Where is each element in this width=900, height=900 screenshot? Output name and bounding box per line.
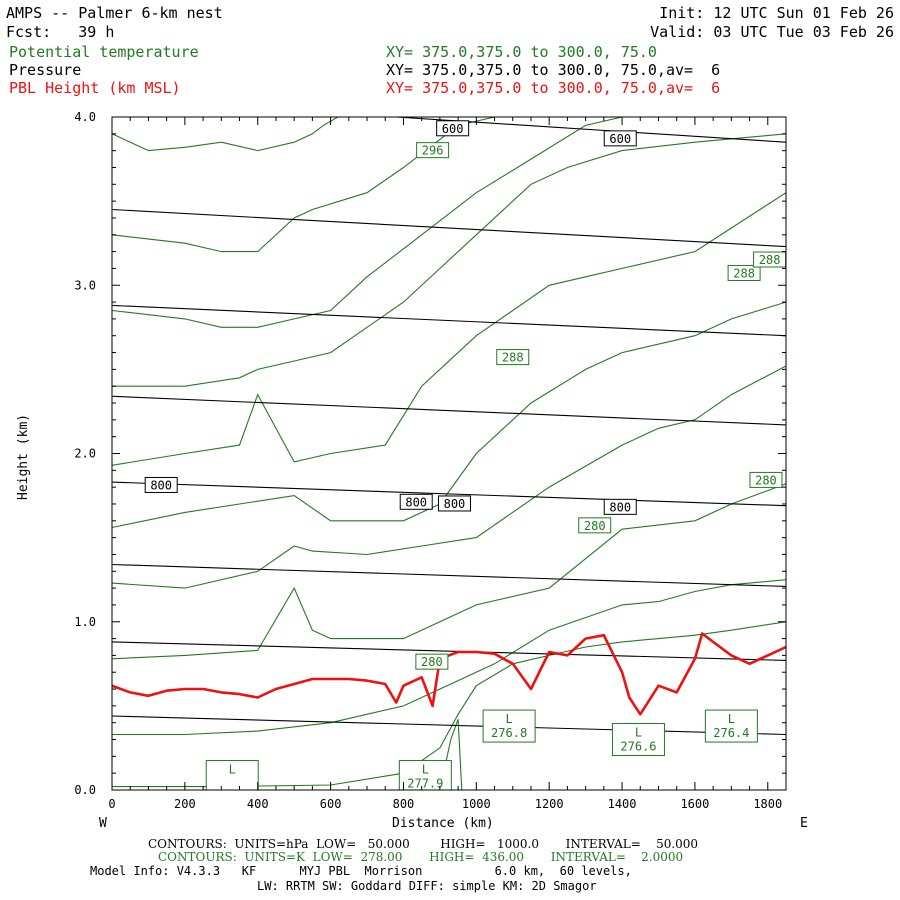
y-tick-label: 1.0 — [74, 615, 96, 629]
x-tick-label: 1800 — [753, 797, 782, 811]
pressure-label-800-box — [437, 495, 471, 512]
x-tick-label: 1000 — [462, 797, 491, 811]
low-marker-box — [205, 760, 259, 790]
model-physics-info: LW: RRTM SW: Goddard DIFF: simple KM: 2D… — [257, 879, 597, 893]
theta-label-296: 296 — [422, 144, 444, 158]
x-tick-label: 200 — [174, 797, 196, 811]
low-marker-box — [482, 709, 536, 743]
isobar-950 — [112, 715, 786, 736]
isentrope-284 — [112, 301, 786, 529]
x-tick-label: 800 — [393, 797, 415, 811]
x-tick-label: 600 — [320, 797, 342, 811]
theta-label-280-box — [749, 471, 783, 488]
y-axis-title: Height (km) — [16, 413, 31, 500]
isobar-800 — [112, 481, 786, 507]
pressure-label-600: 600 — [609, 132, 631, 146]
plot-frame — [111, 116, 787, 791]
x-tick-label: 0 — [108, 797, 115, 811]
field-pbl-height: PBL Height (km MSL) — [9, 79, 181, 97]
pressure-label-800-box — [603, 498, 637, 515]
valid-time: Valid: 03 UTC Tue 03 Feb 26 — [650, 23, 894, 41]
isentrope-282 — [112, 365, 786, 589]
theta-label-280: 280 — [421, 655, 443, 669]
theta-label-288: 288 — [759, 253, 781, 267]
pressure-label-800: 800 — [150, 478, 172, 492]
chart-title: AMPS -- Palmer 6-km nest — [6, 4, 223, 22]
forecast-hour: Fcst: 39 h — [6, 23, 115, 41]
x-axis-west-label: W — [99, 816, 107, 831]
pressure-label-600-box — [603, 130, 637, 147]
isentrope-280c — [112, 483, 786, 660]
pressure-label-600: 600 — [442, 122, 464, 136]
isentrope-280b — [112, 579, 786, 736]
theta-label-280: 280 — [584, 519, 606, 533]
theta-label-288: 288 — [502, 351, 524, 365]
theta-label-280-box — [415, 653, 449, 670]
low-marker-letter: L — [229, 763, 236, 777]
pressure-label-600-box — [436, 120, 470, 137]
x-axis-title: Distance (km) — [392, 816, 494, 831]
pressure-label-800-box — [399, 493, 433, 510]
isentrope-286 — [112, 192, 786, 466]
low-marker-letter: L — [635, 726, 642, 740]
y-tick-label: 0.0 — [74, 783, 96, 797]
low-marker-box — [704, 709, 758, 743]
theta-label-288-box — [496, 349, 530, 366]
init-time: Init: 12 UTC Sun 01 Feb 26 — [659, 4, 894, 22]
low-marker-value: 276.6 — [620, 740, 656, 754]
theta-label-280: 280 — [755, 473, 777, 487]
isentrope-290 — [112, 117, 623, 328]
x-tick-label: 1600 — [680, 797, 709, 811]
y-tick-label: 2.0 — [74, 447, 96, 461]
contours-pressure-info: CONTOURS: UNITS=hPa LOW= 50.000 HIGH= 10… — [148, 837, 699, 851]
x-tick-label: 1200 — [535, 797, 564, 811]
isobar-850 — [112, 563, 786, 587]
y-tick-label: 4.0 — [74, 110, 96, 124]
field-potential-temperature: Potential temperature — [9, 43, 199, 61]
low-marker-value: 277.9 — [407, 777, 443, 791]
low-marker-box — [611, 723, 665, 757]
xy-spec-theta: XY= 375.0,375.0 to 300.0, 75.0 — [386, 43, 657, 61]
isobar-750 — [112, 395, 786, 426]
theta-label-288-box — [727, 264, 761, 281]
isobar-700 — [112, 304, 786, 337]
pressure-label-800: 800 — [609, 500, 631, 514]
isobar-900 — [112, 641, 786, 661]
theta-label-280-box — [578, 517, 612, 534]
theta-label-288: 288 — [733, 266, 755, 280]
isentrope-292 — [112, 117, 495, 253]
low-marker-letter: L — [422, 763, 429, 777]
x-axis-east-label: E — [800, 816, 808, 831]
contours-theta-info: CONTOURS: UNITS=K LOW= 278.00 HIGH= 436.… — [158, 850, 684, 864]
isentrope-288 — [112, 133, 786, 387]
low-marker-box — [398, 760, 452, 790]
isobar-650 — [112, 208, 786, 248]
pressure-label-800-box — [144, 476, 178, 493]
model-info: Model Info: V4.3.3 KF MYJ PBL Morrison 6… — [90, 864, 632, 878]
theta-label-296-box — [416, 142, 450, 159]
x-tick-label: 400 — [247, 797, 269, 811]
low-marker-value: 276.8 — [491, 726, 527, 740]
xy-spec-pressure: XY= 375.0,375.0 to 300.0, 75.0,av= 6 — [386, 61, 721, 79]
low-marker-letter: L — [728, 712, 735, 726]
field-pressure: Pressure — [9, 61, 82, 79]
xy-spec-pbl: XY= 375.0,375.0 to 300.0, 75.0,av= 6 — [386, 79, 721, 97]
pbl-height-line — [112, 632, 786, 716]
low-marker-value: 276.4 — [713, 726, 749, 740]
pressure-label-800: 800 — [444, 497, 466, 511]
y-tick-label: 3.0 — [74, 278, 96, 292]
isentrope-294 — [112, 117, 339, 152]
low-marker-letter: L — [505, 712, 512, 726]
x-tick-label: 1400 — [608, 797, 637, 811]
pressure-label-800: 800 — [405, 495, 427, 509]
